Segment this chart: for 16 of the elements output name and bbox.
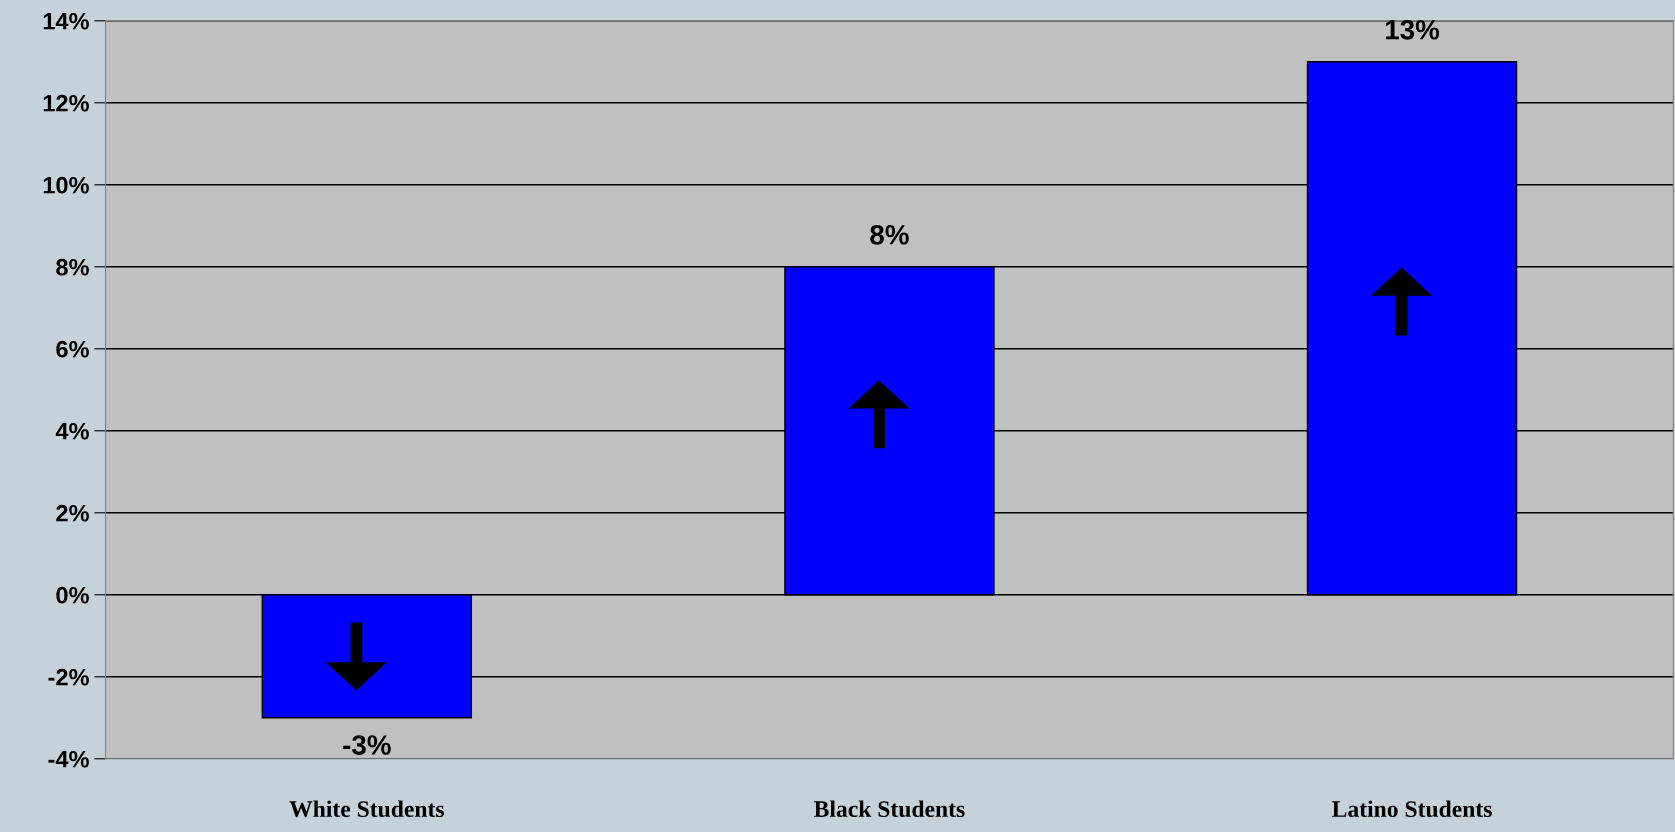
y-tick-label: 2% — [56, 504, 89, 522]
y-tick-label: 10% — [43, 176, 89, 194]
data-label: 8% — [870, 224, 909, 245]
y-tick-label: 8% — [56, 258, 89, 276]
y-tick-label: 6% — [56, 340, 89, 358]
y-tick-label: -2% — [48, 668, 89, 686]
y-tick-label: 12% — [43, 94, 89, 112]
y-tick-label: 0% — [56, 586, 89, 604]
x-tick-label: Black Students — [814, 800, 965, 818]
y-tick-label: 4% — [55, 422, 89, 440]
data-label: 13% — [1385, 19, 1440, 40]
x-tick-label: Latino Students — [1332, 800, 1492, 818]
y-tick-label: 14% — [43, 12, 89, 30]
data-label: -3% — [343, 735, 391, 755]
y-tick-label: -4% — [48, 750, 89, 768]
x-tick-label: White Students — [289, 800, 444, 818]
